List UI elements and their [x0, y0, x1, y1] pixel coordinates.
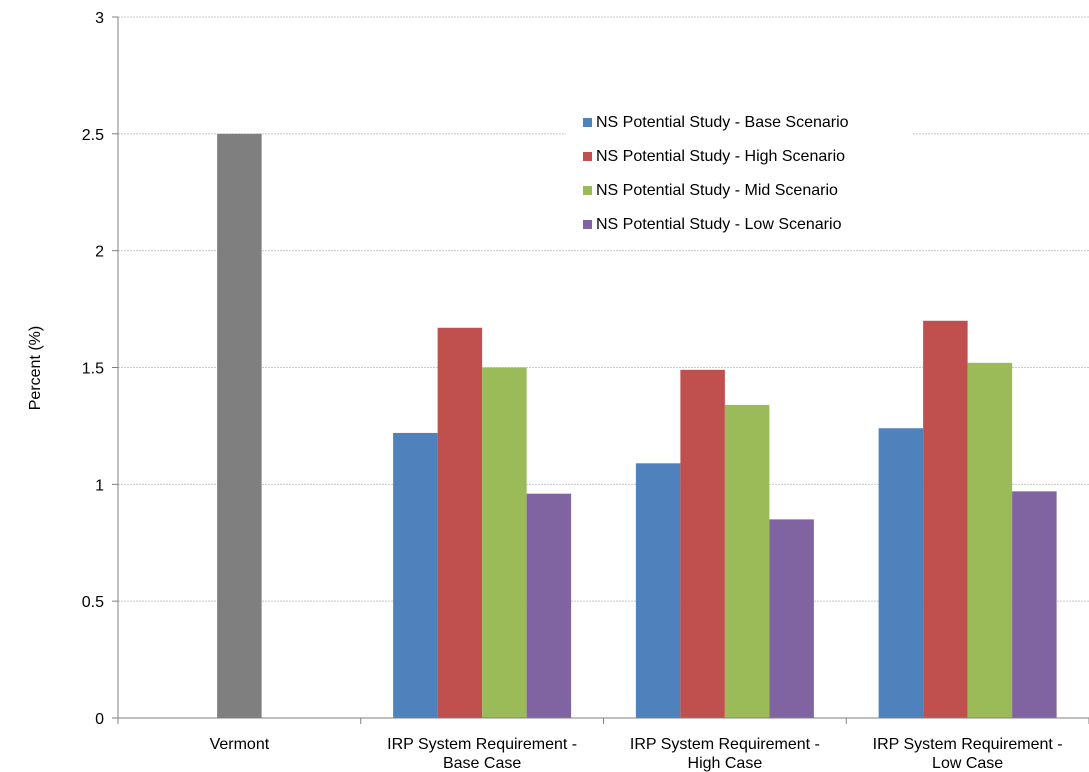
x-category-label: IRP System Requirement -	[387, 736, 577, 753]
bar-series-1-cat-4	[878, 428, 924, 718]
x-category-label: Base Case	[443, 755, 521, 772]
legend-background	[566, 104, 912, 244]
x-category-label: Low Case	[932, 755, 1003, 772]
y-tick-label: 3	[95, 10, 104, 27]
y-tick-label: 2.5	[82, 127, 104, 144]
legend-label: NS Potential Study - Mid Scenario	[596, 182, 838, 199]
bar-series-3-cat-4	[967, 362, 1013, 718]
legend-swatch	[583, 152, 592, 161]
bar-series-2-cat-4	[923, 320, 968, 718]
x-category-label: IRP System Requirement -	[630, 736, 820, 753]
bar-series-4-cat-4	[1012, 491, 1057, 718]
bar-series-4-cat-2	[526, 493, 572, 718]
bar-series-2-cat-2	[437, 327, 483, 718]
legend: NS Potential Study - Base Scenario NS Pot…	[566, 104, 912, 244]
x-category-label: Vermont	[210, 736, 270, 753]
legend-label: NS Potential Study - Low Scenario	[596, 216, 842, 233]
legend-label: NS Potential Study - High Scenario	[596, 148, 845, 165]
y-tick-label: 1.5	[82, 361, 104, 378]
bar-series-2-cat-3	[680, 369, 725, 718]
x-category-label: High Case	[688, 755, 763, 772]
legend-label: NS Potential Study - Base Scenario	[596, 114, 849, 131]
bar-series-1-cat-2	[393, 432, 438, 718]
axes	[112, 16, 1089, 724]
legend-swatch	[583, 186, 592, 195]
x-category-label: IRP System Requirement -	[873, 736, 1063, 753]
y-tick-label: 0.5	[82, 594, 104, 611]
y-tick-label: 0	[95, 711, 104, 728]
x-category-labels: Vermont IRP System Requirement - Base Case…	[210, 736, 1063, 772]
legend-swatch	[583, 220, 592, 229]
bar-series-4-cat-3	[769, 519, 814, 718]
bar-series-3-cat-2	[482, 367, 527, 718]
y-tick-label: 2	[95, 244, 104, 261]
y-tick-labels: 0 0.5 1 1.5 2 2.5 3	[82, 10, 104, 728]
legend-swatch	[583, 118, 592, 127]
y-axis-title: Percent (%)	[27, 326, 44, 410]
bar-series-3-cat-3	[724, 404, 770, 718]
bars	[217, 133, 1057, 719]
y-tick-label: 1	[95, 477, 104, 494]
bar-series-1-cat-3	[635, 463, 681, 718]
bar-vermont	[217, 133, 262, 719]
